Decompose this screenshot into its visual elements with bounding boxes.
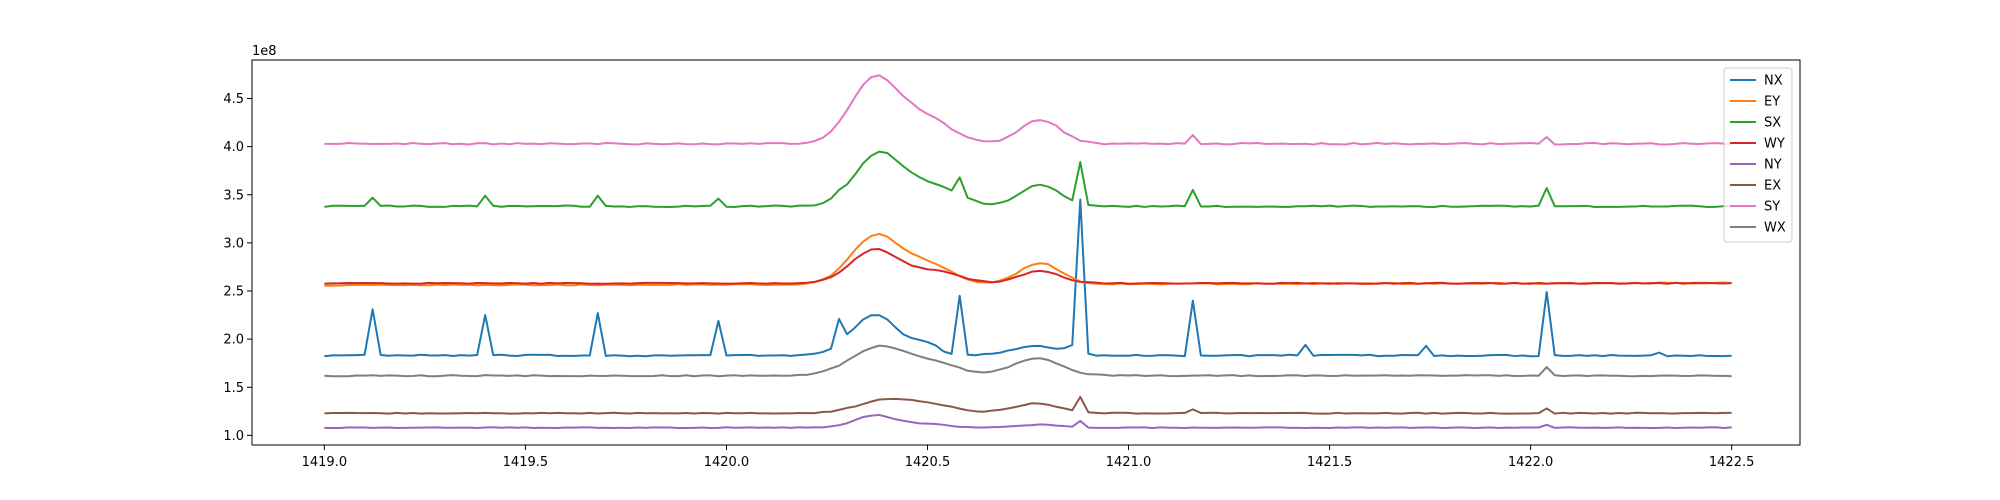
x-tick-label: 1419.0 bbox=[302, 455, 348, 470]
legend-label-nx: NX bbox=[1764, 74, 1783, 89]
y-axis: 1.0 1.5 2.0 2.5 3.0 3.5 4.0 4.5 bbox=[223, 92, 252, 444]
legend-label-sy: SY bbox=[1764, 200, 1780, 215]
series-line-sx bbox=[324, 150, 1732, 209]
x-tick-label: 1420.0 bbox=[704, 455, 750, 470]
plot-frame bbox=[251, 59, 1801, 446]
legend-box bbox=[1723, 67, 1793, 243]
y-tick-label: 2.5 bbox=[223, 285, 244, 300]
x-tick-label: 1421.0 bbox=[1106, 455, 1152, 470]
legend-label-ey: EY bbox=[1764, 95, 1780, 110]
series-line-wx bbox=[324, 344, 1732, 378]
series-line-wy bbox=[324, 248, 1732, 285]
series-line-ex bbox=[324, 395, 1732, 415]
legend-label-ex: EX bbox=[1764, 179, 1781, 194]
y-tick-label: 3.5 bbox=[223, 188, 244, 203]
series-line-sy bbox=[324, 74, 1732, 146]
legend-label-sx: SX bbox=[1764, 116, 1781, 131]
legend-label-ny: NY bbox=[1764, 158, 1782, 173]
legend-label-wy: WY bbox=[1764, 137, 1785, 152]
y-tick-label: 2.0 bbox=[223, 333, 244, 348]
y-offset-text: 1e8 bbox=[252, 44, 277, 59]
y-tick-label: 3.0 bbox=[223, 236, 244, 251]
legend: NX EY SX WY NY EX SY WX bbox=[1723, 67, 1793, 243]
y-tick-label: 1.0 bbox=[223, 429, 244, 444]
x-tick-label: 1422.0 bbox=[1508, 455, 1554, 470]
x-tick-label: 1420.5 bbox=[905, 455, 951, 470]
x-tick-label: 1422.5 bbox=[1709, 455, 1755, 470]
series-line-ny bbox=[324, 413, 1732, 430]
x-tick-label: 1419.5 bbox=[503, 455, 549, 470]
series-layer bbox=[324, 74, 1732, 430]
x-tick-label: 1421.5 bbox=[1307, 455, 1353, 470]
legend-label-wx: WX bbox=[1764, 221, 1786, 236]
series-line-nx bbox=[324, 198, 1732, 358]
y-tick-label: 4.5 bbox=[223, 92, 244, 107]
y-tick-label: 1.5 bbox=[223, 381, 244, 396]
y-tick-label: 4.0 bbox=[223, 140, 244, 155]
x-axis: 1419.0 1419.5 1420.0 1420.5 1421.0 1421.5 1422… bbox=[302, 445, 1755, 470]
